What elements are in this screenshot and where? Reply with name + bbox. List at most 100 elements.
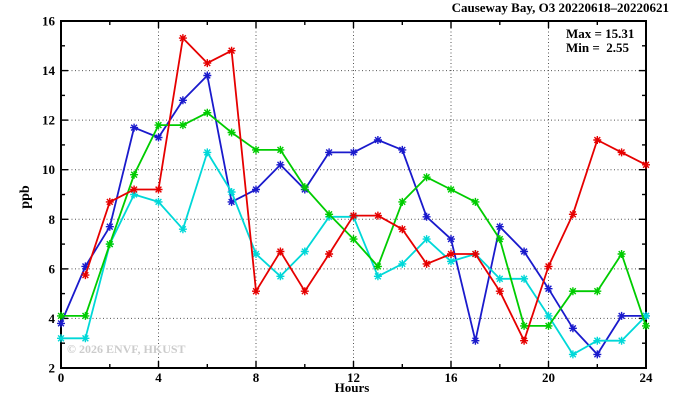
data-point-marker: [81, 262, 90, 271]
data-point-marker: [471, 336, 480, 345]
data-point-marker: [422, 212, 431, 221]
data-point-marker: [373, 136, 382, 144]
data-point-marker: [178, 34, 187, 43]
data-point-marker: [276, 272, 285, 281]
data-point-marker: [252, 185, 260, 194]
series-red-line: [84, 37, 647, 342]
y-tick-label: 6: [49, 261, 56, 276]
data-point-marker: [203, 59, 212, 68]
data-point-marker: [325, 250, 334, 258]
series-cyan: [57, 148, 650, 359]
data-point-marker: [349, 211, 358, 220]
y-tick-label: 14: [42, 63, 56, 78]
data-point-marker: [154, 121, 163, 130]
data-point-marker: [495, 287, 504, 296]
data-point-marker: [252, 287, 260, 296]
data-point-marker: [495, 235, 504, 244]
data-point-marker: [373, 211, 382, 220]
x-tick-label: 4: [155, 370, 162, 385]
data-point-marker: [130, 170, 139, 179]
data-point-marker: [57, 311, 65, 320]
data-point-marker: [544, 262, 553, 271]
data-point-marker: [154, 197, 163, 206]
y-tick-label: 8: [49, 212, 56, 227]
data-point-marker: [105, 222, 114, 231]
data-point-marker: [276, 145, 285, 154]
data-point-marker: [203, 71, 212, 80]
data-point-marker: [105, 197, 114, 206]
data-point-marker: [81, 334, 90, 343]
data-point-marker: [642, 160, 650, 169]
data-point-marker: [373, 272, 382, 281]
data-point-marker: [593, 350, 602, 359]
x-tick-label: 20: [542, 370, 555, 385]
data-point-marker: [130, 123, 139, 132]
data-point-marker: [422, 259, 431, 268]
data-point-marker: [617, 336, 626, 345]
data-point-marker: [593, 136, 602, 144]
data-point-marker: [544, 311, 553, 320]
x-tick-label: 24: [640, 370, 654, 385]
data-point-marker: [642, 321, 650, 330]
data-point-marker: [325, 148, 334, 157]
data-point-marker: [203, 148, 212, 157]
data-point-marker: [447, 185, 455, 194]
data-point-marker: [227, 197, 236, 206]
data-point-marker: [593, 287, 602, 296]
data-point-marker: [227, 188, 236, 196]
data-point-marker: [178, 96, 187, 105]
watermark: © 2026 ENVF, HKUST: [67, 342, 186, 356]
data-point-marker: [57, 319, 65, 328]
data-point-marker: [520, 247, 529, 256]
data-point-marker: [544, 284, 553, 293]
data-point-marker: [471, 197, 480, 206]
data-point-marker: [227, 46, 236, 55]
data-point-marker: [495, 274, 504, 283]
data-point-marker: [568, 210, 577, 219]
data-point-marker: [447, 235, 455, 244]
data-point-marker: [617, 148, 626, 157]
max-annotation: Max = 15.31: [566, 26, 635, 41]
data-point-marker: [300, 247, 309, 256]
data-point-marker: [276, 160, 285, 169]
data-point-marker: [252, 250, 260, 258]
y-axis-label: ppb: [18, 185, 33, 209]
data-point-marker: [568, 324, 577, 333]
x-axis-label: Hours: [334, 380, 370, 395]
data-point-marker: [422, 235, 431, 244]
data-point-marker: [154, 185, 163, 194]
data-point-marker: [178, 225, 187, 234]
data-point-marker: [373, 262, 382, 271]
data-point-marker: [520, 336, 529, 345]
data-point-marker: [447, 250, 455, 258]
data-point-marker: [398, 145, 407, 154]
data-point-marker: [227, 128, 236, 137]
data-point-marker: [495, 222, 504, 231]
max-min-annotation: Max = 15.31 Min = 2.55: [566, 27, 634, 55]
data-point-marker: [568, 350, 577, 359]
series-green: [57, 108, 650, 330]
data-point-marker: [398, 197, 407, 206]
data-point-marker: [617, 250, 626, 258]
data-point-marker: [130, 185, 139, 194]
data-point-marker: [300, 183, 309, 192]
data-point-marker: [252, 145, 260, 154]
series-red: [81, 34, 650, 345]
y-tick-label: 12: [42, 113, 55, 128]
data-point-marker: [300, 287, 309, 296]
data-point-marker: [398, 259, 407, 268]
series-blue: [57, 71, 650, 359]
data-point-marker: [178, 121, 187, 130]
data-point-marker: [520, 321, 529, 330]
data-point-marker: [422, 173, 431, 182]
data-point-marker: [349, 235, 358, 244]
x-tick-label: 16: [445, 370, 459, 385]
chart-title: Causeway Bay, O3 20220618–20220621: [451, 0, 669, 15]
y-tick-label: 4: [49, 311, 56, 326]
data-point-marker: [471, 250, 480, 258]
data-point-marker: [130, 190, 139, 199]
data-point-marker: [642, 311, 650, 320]
data-point-marker: [81, 271, 90, 280]
